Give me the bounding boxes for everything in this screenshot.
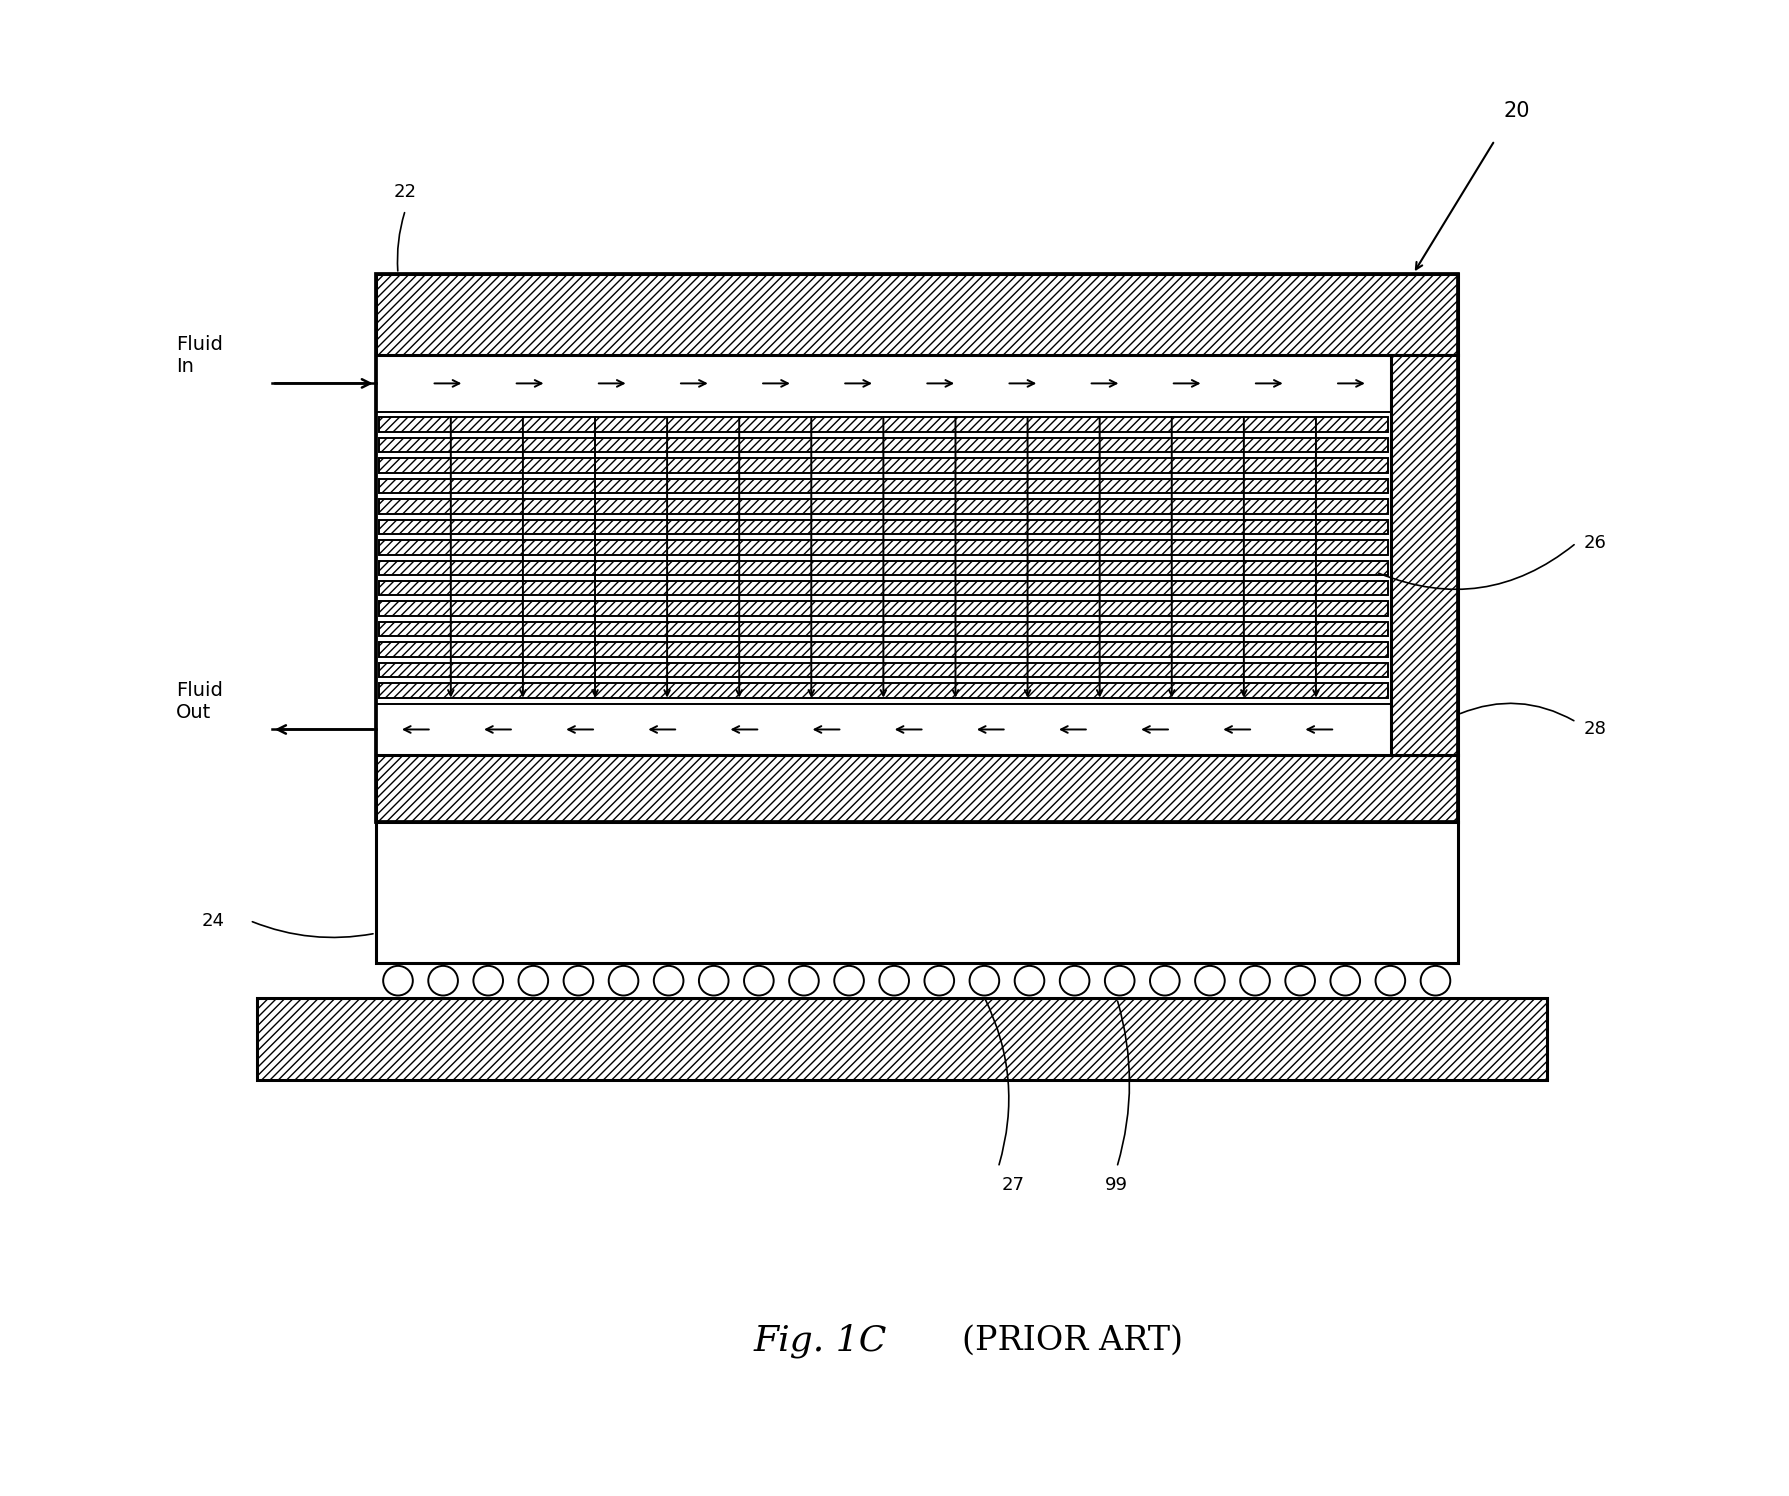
Circle shape [519, 966, 547, 995]
Bar [379, 622, 1388, 636]
Circle shape [608, 966, 639, 995]
Bar [379, 479, 1388, 494]
Circle shape [880, 966, 909, 995]
Bar [379, 458, 1388, 473]
Text: (PRIOR ART): (PRIOR ART) [962, 1325, 1183, 1357]
Bar [379, 601, 1388, 616]
Circle shape [1420, 966, 1451, 995]
Text: 24: 24 [200, 911, 224, 929]
Circle shape [1240, 966, 1270, 995]
Bar [376, 755, 1458, 823]
Circle shape [428, 966, 458, 995]
Bar [379, 519, 1388, 534]
Bar [376, 274, 1458, 355]
Text: Fluid
In: Fluid In [175, 335, 222, 375]
Bar [376, 274, 1458, 355]
Text: Fig. 1C: Fig. 1C [753, 1324, 887, 1358]
Bar [376, 823, 1458, 963]
Bar [258, 998, 1547, 1080]
Text: 22: 22 [394, 183, 417, 200]
Bar [1392, 355, 1458, 755]
Circle shape [1376, 966, 1404, 995]
Bar [379, 417, 1388, 432]
Bar [379, 540, 1388, 555]
Bar [1392, 355, 1458, 755]
Circle shape [1014, 966, 1045, 995]
Circle shape [1331, 966, 1360, 995]
Circle shape [1059, 966, 1090, 995]
Bar [379, 500, 1388, 513]
Bar [376, 274, 1458, 823]
Bar [379, 479, 1388, 494]
Circle shape [1150, 966, 1179, 995]
Bar [379, 438, 1388, 452]
Bar [379, 561, 1388, 574]
Bar [379, 540, 1388, 555]
Bar [379, 438, 1388, 452]
Circle shape [383, 966, 413, 995]
Bar [379, 519, 1388, 534]
Circle shape [789, 966, 819, 995]
Circle shape [1106, 966, 1134, 995]
Circle shape [1195, 966, 1225, 995]
Text: 27: 27 [1002, 1176, 1025, 1194]
Bar [379, 561, 1388, 574]
Bar [376, 355, 1392, 755]
Circle shape [744, 966, 773, 995]
Bar [258, 998, 1547, 1080]
Text: 26: 26 [1583, 534, 1607, 552]
Text: Fluid
Out: Fluid Out [175, 681, 222, 723]
Bar [379, 684, 1388, 697]
Bar [379, 500, 1388, 513]
Bar [376, 755, 1458, 823]
Text: 20: 20 [1505, 100, 1530, 121]
Bar [379, 663, 1388, 678]
Bar [379, 580, 1388, 595]
Circle shape [474, 966, 503, 995]
Bar [379, 642, 1388, 657]
Bar [379, 417, 1388, 432]
Bar [379, 642, 1388, 657]
Circle shape [653, 966, 683, 995]
Circle shape [1285, 966, 1315, 995]
Bar [379, 663, 1388, 678]
Circle shape [834, 966, 864, 995]
Circle shape [970, 966, 1000, 995]
Text: 99: 99 [1106, 1176, 1129, 1194]
Circle shape [925, 966, 954, 995]
Bar [379, 458, 1388, 473]
Circle shape [564, 966, 594, 995]
Bar [379, 622, 1388, 636]
Bar [379, 684, 1388, 697]
Bar [379, 601, 1388, 616]
Bar [379, 580, 1388, 595]
Circle shape [699, 966, 728, 995]
Text: 28: 28 [1583, 721, 1607, 739]
